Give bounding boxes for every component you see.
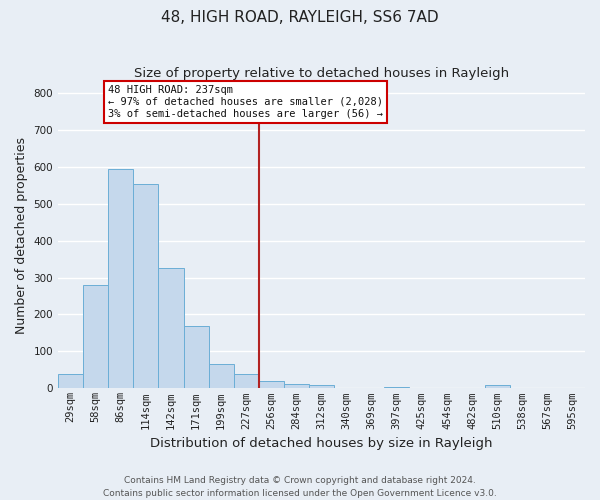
Y-axis label: Number of detached properties: Number of detached properties [15, 136, 28, 334]
Bar [184, 326, 209, 388]
Bar [133, 184, 158, 388]
Bar [384, 386, 409, 388]
Bar [108, 168, 133, 388]
Bar [158, 268, 184, 388]
Bar [309, 386, 334, 388]
X-axis label: Distribution of detached houses by size in Rayleigh: Distribution of detached houses by size … [150, 437, 493, 450]
Bar [83, 285, 108, 389]
Text: 48 HIGH ROAD: 237sqm
← 97% of detached houses are smaller (2,028)
3% of semi-det: 48 HIGH ROAD: 237sqm ← 97% of detached h… [108, 86, 383, 118]
Text: 48, HIGH ROAD, RAYLEIGH, SS6 7AD: 48, HIGH ROAD, RAYLEIGH, SS6 7AD [161, 10, 439, 25]
Bar [485, 386, 510, 388]
Bar [259, 381, 284, 388]
Bar [284, 384, 309, 388]
Bar [58, 374, 83, 388]
Bar [209, 364, 233, 388]
Bar [233, 374, 259, 388]
Title: Size of property relative to detached houses in Rayleigh: Size of property relative to detached ho… [134, 68, 509, 80]
Text: Contains HM Land Registry data © Crown copyright and database right 2024.
Contai: Contains HM Land Registry data © Crown c… [103, 476, 497, 498]
